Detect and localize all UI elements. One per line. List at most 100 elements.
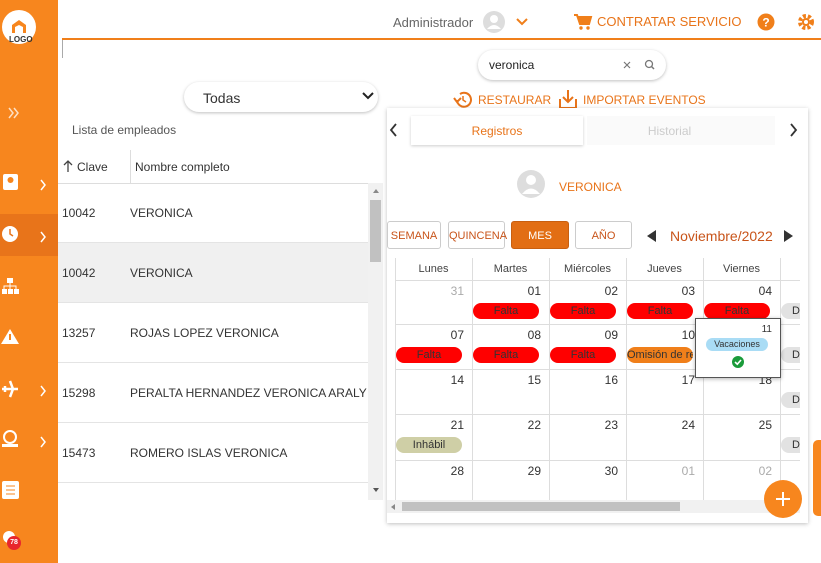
logo-text: LOGO <box>9 35 33 44</box>
employee-row[interactable]: 10042 VERONICA <box>58 183 368 243</box>
tab[interactable]: Registros <box>471 124 523 138</box>
grid-scroll-thumb[interactable] <box>402 502 680 511</box>
event-chip[interactable]: Falta <box>704 303 770 319</box>
day-number: 25 <box>758 418 772 432</box>
event-chip[interactable]: D <box>781 392 800 408</box>
view-button[interactable]: MES <box>511 221 569 249</box>
day-number: 09 <box>604 328 618 342</box>
weekday: Lunes <box>418 263 449 275</box>
tab-arrows <box>389 123 798 137</box>
employee-id[interactable]: 15473 <box>62 446 96 460</box>
grid-line <box>395 324 800 325</box>
tab[interactable]: Historial <box>647 124 692 138</box>
svg-text:?: ? <box>762 16 769 30</box>
event-chip[interactable]: Falta <box>627 303 693 319</box>
sort-icon <box>63 160 73 172</box>
header-divider <box>62 38 821 40</box>
employee-row[interactable]: 13257 ROJAS LOPEZ VERONICA <box>58 303 368 363</box>
list-scroll-thumb[interactable] <box>370 200 381 262</box>
day-number: 04 <box>758 284 772 298</box>
column-header[interactable]: Nombre completo <box>135 160 230 174</box>
event-chip[interactable]: D <box>781 437 800 453</box>
restore-button[interactable]: RESTAURAR <box>478 93 552 107</box>
event-chip[interactable]: Falta <box>396 347 462 363</box>
view-button[interactable]: SEMANA <box>387 221 441 249</box>
side-tab[interactable] <box>813 440 821 516</box>
grid-line <box>395 369 800 370</box>
column-divider <box>130 150 131 183</box>
day-number: 10 <box>681 328 695 342</box>
import-icon <box>559 90 577 109</box>
employee-name[interactable]: VERONICA <box>130 266 193 280</box>
day-number: 23 <box>604 418 618 432</box>
day-number: 16 <box>604 373 618 387</box>
grid-line <box>780 258 781 500</box>
event-chip[interactable]: D <box>781 303 800 319</box>
user-icons <box>483 11 528 33</box>
employee-name[interactable]: ROJAS LOPEZ VERONICA <box>130 326 279 340</box>
view-buttons: SEMANA QUINCENA MES AÑO <box>387 221 637 251</box>
view-button[interactable]: AÑO <box>575 221 632 249</box>
event-chip[interactable]: D <box>781 347 800 363</box>
column-header[interactable]: Clave <box>77 160 108 174</box>
scroll-arrows <box>373 189 379 492</box>
weekday: Miércoles <box>563 263 612 275</box>
employee-id[interactable]: 10042 <box>62 266 96 280</box>
day-number: 28 <box>450 464 464 478</box>
event-chip[interactable]: Omisión de re <box>627 347 693 363</box>
grid-line <box>395 258 396 500</box>
tab-inactive[interactable] <box>587 116 775 145</box>
employee-row[interactable]: 15298 PERALTA HERNANDEZ VERONICA ARALY <box>58 363 368 423</box>
search-query[interactable]: veronica <box>489 58 535 72</box>
employee-avatar <box>517 170 545 198</box>
grid-line <box>395 414 800 415</box>
event-chip[interactable]: Falta <box>550 347 616 363</box>
employee-id[interactable]: 10042 <box>62 206 96 220</box>
weekday: Martes <box>493 263 528 275</box>
employee-list-title: Lista de empleados <box>72 123 177 137</box>
day-number: 08 <box>527 328 541 342</box>
notification-badge[interactable]: 78 <box>10 539 18 546</box>
grid-line <box>395 280 800 281</box>
day-number: 30 <box>604 464 618 478</box>
employee-id[interactable]: 13257 <box>62 326 96 340</box>
employee-row[interactable]: 15473 ROMERO ISLAS VERONICA <box>58 423 368 483</box>
employee-name[interactable]: PERALTA HERNANDEZ VERONICA ARALY <box>130 386 367 400</box>
day-number: 21 <box>450 418 464 432</box>
add-button[interactable] <box>763 479 803 519</box>
contract-service-link[interactable]: CONTRATAR SERVICIO <box>597 14 742 29</box>
day-number: 14 <box>450 373 464 387</box>
employee-name[interactable]: VERONICA <box>130 206 193 220</box>
list-scrollbar[interactable] <box>368 183 383 500</box>
event-popup[interactable]: 11 Vacaciones <box>695 318 781 378</box>
day-number: 22 <box>527 418 541 432</box>
day-number: 07 <box>450 328 464 342</box>
select-arrow <box>362 92 374 100</box>
month-arrows <box>647 230 793 242</box>
grid-line <box>626 258 627 500</box>
search-box[interactable] <box>478 50 666 80</box>
user-name[interactable]: Administrador <box>393 15 474 30</box>
employee-name[interactable]: ROMERO ISLAS VERONICA <box>130 446 288 460</box>
event-chip[interactable]: Vacaciones <box>706 338 768 351</box>
restore-icon <box>453 91 472 108</box>
event-chip[interactable]: Inhábil <box>396 437 462 453</box>
header-edge <box>62 40 63 58</box>
month-label: Noviembre/2022 <box>670 228 773 244</box>
approved-icon <box>732 356 744 368</box>
day-number: 29 <box>527 464 541 478</box>
event-chip[interactable]: Falta <box>550 303 616 319</box>
cart-icon <box>574 14 593 30</box>
view-button[interactable]: QUINCENA <box>448 221 507 249</box>
employee-row[interactable]: 10042 VERONICA <box>58 243 368 303</box>
filter-select[interactable] <box>184 82 378 112</box>
day-number: 24 <box>681 418 695 432</box>
employee-id[interactable]: 15298 <box>62 386 96 400</box>
day-number: 31 <box>450 284 464 298</box>
event-chip[interactable]: Falta <box>473 347 539 363</box>
event-chip[interactable]: Falta <box>473 303 539 319</box>
import-button[interactable]: IMPORTAR EVENTOS <box>583 93 706 107</box>
weekday: Jueves <box>647 263 682 275</box>
h-scroll-arrows <box>391 504 395 510</box>
filter-value[interactable]: Todas <box>203 90 241 106</box>
